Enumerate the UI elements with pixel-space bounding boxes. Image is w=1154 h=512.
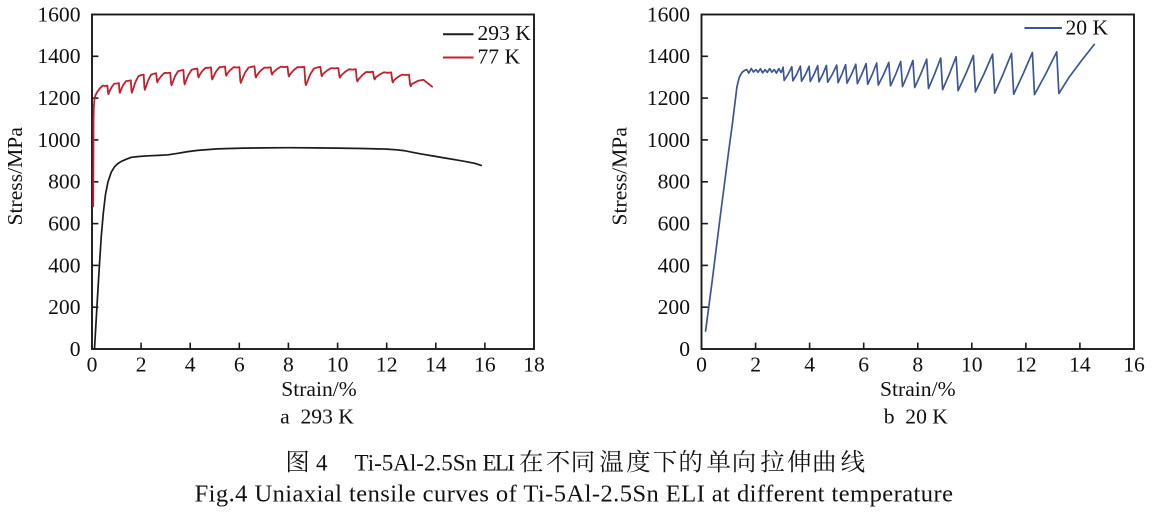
svg-text:20 K: 20 K	[1066, 16, 1109, 40]
svg-text:18: 18	[523, 353, 545, 377]
svg-text:77 K: 77 K	[478, 45, 521, 69]
svg-text:b 20 K: b 20 K	[884, 405, 949, 429]
svg-text:12: 12	[1015, 353, 1037, 377]
svg-text:0: 0	[679, 337, 690, 361]
svg-text:0: 0	[87, 353, 98, 377]
svg-text:0: 0	[70, 337, 81, 361]
svg-text:1600: 1600	[647, 2, 690, 26]
svg-text:4: 4	[804, 353, 815, 377]
svg-text:6: 6	[858, 353, 869, 377]
svg-text:4: 4	[316, 451, 328, 476]
svg-text:400: 400	[48, 253, 80, 277]
svg-text:1200: 1200	[37, 86, 80, 110]
svg-text:14: 14	[1069, 353, 1091, 377]
svg-text:Strain/%: Strain/%	[880, 377, 956, 401]
svg-text:8: 8	[912, 353, 923, 377]
svg-text:Stress/MPa: Stress/MPa	[608, 127, 632, 226]
svg-text:a 293 K: a 293 K	[280, 405, 354, 429]
svg-text:14: 14	[425, 353, 447, 377]
svg-text:1200: 1200	[647, 86, 690, 110]
svg-text:400: 400	[658, 253, 690, 277]
svg-text:293 K: 293 K	[478, 21, 532, 45]
svg-text:16: 16	[474, 353, 496, 377]
svg-text:1000: 1000	[647, 128, 690, 152]
svg-text:10: 10	[961, 353, 983, 377]
svg-text:Ti-5Al-2.5Sn: Ti-5Al-2.5Sn	[355, 451, 478, 476]
svg-text:10: 10	[327, 353, 349, 377]
svg-text:0: 0	[696, 353, 707, 377]
svg-text:Fig.4 Uniaxial tensile curves: Fig.4 Uniaxial tensile curves of Ti-5Al-…	[195, 481, 954, 508]
svg-text:600: 600	[658, 212, 690, 236]
svg-text:1600: 1600	[37, 2, 80, 26]
svg-text:800: 800	[658, 170, 690, 194]
svg-text:200: 200	[48, 295, 80, 319]
svg-text:Strain/%: Strain/%	[281, 377, 357, 401]
svg-text:8: 8	[283, 353, 294, 377]
svg-text:2: 2	[750, 353, 761, 377]
svg-text:1400: 1400	[37, 44, 80, 68]
svg-text:2: 2	[136, 353, 147, 377]
svg-text:1400: 1400	[647, 44, 690, 68]
svg-text:16: 16	[1123, 353, 1145, 377]
svg-text:ELI: ELI	[483, 451, 515, 476]
svg-text:600: 600	[48, 212, 80, 236]
svg-text:12: 12	[376, 353, 398, 377]
svg-text:800: 800	[48, 170, 80, 194]
svg-text:1000: 1000	[37, 128, 80, 152]
svg-text:4: 4	[185, 353, 196, 377]
svg-text:200: 200	[658, 295, 690, 319]
svg-text:Stress/MPa: Stress/MPa	[3, 127, 27, 226]
svg-text:6: 6	[234, 353, 245, 377]
